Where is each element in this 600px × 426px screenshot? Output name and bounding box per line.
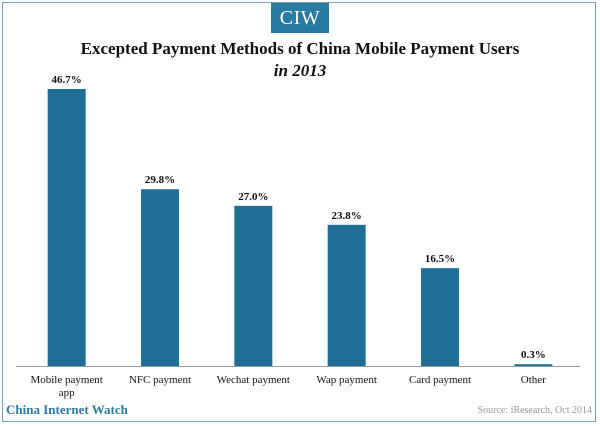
- bar: [234, 205, 273, 366]
- source-note: Source: iResearch, Oct 2014: [477, 405, 592, 416]
- brand-badge: CIW: [271, 3, 329, 33]
- data-label: 29.8%: [145, 174, 175, 186]
- chart-frame: [2, 2, 596, 422]
- bar: [514, 364, 553, 366]
- category-label: Wechat payment: [217, 374, 290, 386]
- chart-subtitle: in 2013: [273, 61, 327, 80]
- category-label: Mobile payment app: [30, 374, 102, 399]
- bar: [47, 89, 86, 366]
- chart-title-block: Excepted Payment Methods of China Mobile…: [0, 38, 600, 82]
- bar: [327, 224, 366, 366]
- data-label: 0.3%: [521, 349, 546, 361]
- footer-brand-name: China Internet Watch: [6, 402, 128, 417]
- data-label: 27.0%: [238, 191, 268, 203]
- category-label: Card payment: [409, 374, 471, 386]
- category-label: NFC payment: [129, 374, 191, 386]
- data-label: 46.7%: [52, 74, 82, 86]
- data-label: 16.5%: [425, 253, 455, 265]
- bar: [421, 268, 459, 366]
- category-label: Other: [521, 374, 546, 386]
- chart-title: Excepted Payment Methods of China Mobile…: [80, 39, 520, 58]
- bar: [141, 189, 179, 366]
- category-label: Wap payment: [316, 374, 377, 386]
- data-label: 23.8%: [332, 210, 362, 222]
